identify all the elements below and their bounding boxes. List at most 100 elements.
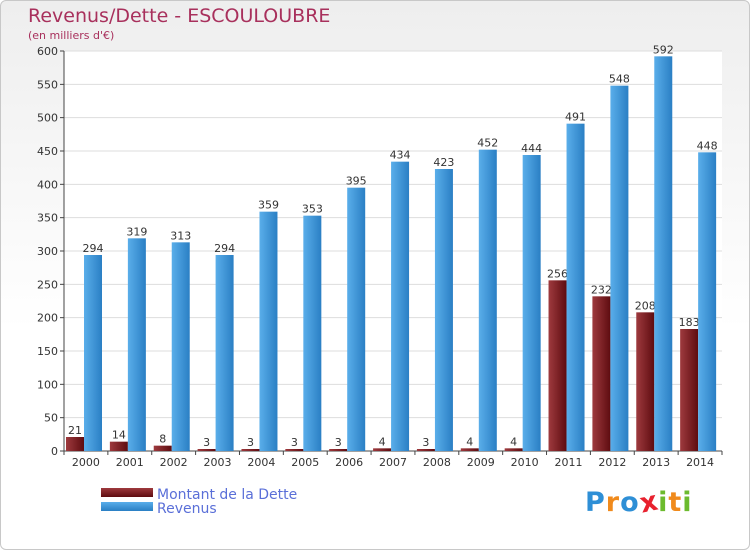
bar-revenus — [127, 238, 146, 451]
data-label-revenus: 294 — [83, 242, 104, 255]
y-tick-label: 250 — [37, 278, 58, 291]
bar-dette — [460, 448, 479, 451]
legend-label-revenus: Revenus — [157, 501, 217, 517]
y-tick-label: 500 — [37, 112, 58, 125]
x-tick-label: 2008 — [423, 456, 451, 469]
data-label-revenus: 395 — [346, 175, 367, 188]
y-tick-label: 0 — [51, 445, 58, 458]
x-tick-label: 2002 — [160, 456, 188, 469]
y-tick-label: 600 — [37, 45, 58, 58]
data-label-revenus: 294 — [214, 242, 235, 255]
bar-revenus — [478, 149, 497, 451]
legend-swatch-revenus — [101, 502, 153, 511]
data-label-revenus: 353 — [302, 203, 323, 216]
data-label-revenus: 434 — [390, 149, 411, 162]
data-label-revenus: 313 — [170, 229, 191, 242]
bar-dette — [504, 448, 523, 451]
data-label-dette: 21 — [68, 424, 82, 437]
logo-letter: P — [585, 487, 606, 518]
x-tick-label: 2001 — [116, 456, 144, 469]
bar-revenus — [171, 242, 190, 451]
x-tick-label: 2012 — [598, 456, 626, 469]
data-label-dette: 4 — [379, 435, 386, 448]
legend-swatch-dette — [101, 488, 153, 497]
x-tick-label: 2007 — [379, 456, 407, 469]
y-tick-label: 400 — [37, 178, 58, 191]
data-label-revenus: 423 — [433, 156, 454, 169]
data-label-dette: 8 — [159, 433, 166, 446]
y-tick-label: 300 — [37, 245, 58, 258]
bar-dette — [197, 449, 216, 451]
x-tick-label: 2011 — [554, 456, 582, 469]
bar-revenus — [698, 152, 717, 452]
chart-title: Revenus/Dette - ESCOULOUBRE — [28, 5, 331, 27]
y-tick-label: 100 — [37, 378, 58, 391]
bar-dette — [153, 445, 172, 451]
bar-revenus — [610, 85, 629, 452]
bar-dette — [66, 437, 84, 451]
bar-revenus — [303, 215, 322, 451]
bar-dette — [548, 280, 567, 451]
y-tick-label: 200 — [37, 312, 58, 325]
logo-letter: o — [620, 487, 640, 518]
data-label-dette: 232 — [591, 283, 612, 296]
bar-dette — [680, 329, 699, 451]
x-tick-label: 2013 — [642, 456, 670, 469]
data-label-dette: 14 — [112, 429, 126, 442]
bar-revenus — [566, 123, 585, 452]
data-label-revenus: 548 — [609, 73, 630, 86]
x-tick-label: 2004 — [247, 456, 275, 469]
y-tick-label: 550 — [37, 78, 58, 91]
logo-letter: t — [668, 487, 683, 518]
x-tick-label: 2014 — [686, 456, 714, 469]
bar-revenus — [522, 155, 541, 451]
data-label-revenus: 452 — [477, 137, 498, 150]
y-tick-label: 150 — [37, 345, 58, 358]
x-tick-label: 2003 — [204, 456, 232, 469]
bar-dette — [329, 449, 348, 451]
data-label-revenus: 592 — [653, 43, 674, 56]
x-tick-label: 2005 — [291, 456, 319, 469]
data-label-dette: 3 — [203, 436, 210, 449]
bar-revenus — [391, 161, 410, 451]
bar-dette — [241, 449, 260, 451]
data-label-dette: 3 — [247, 436, 254, 449]
logo-letter: r — [605, 487, 621, 518]
data-label-dette: 183 — [679, 316, 700, 329]
data-label-revenus: 319 — [126, 225, 147, 238]
x-tick-label: 2010 — [511, 456, 539, 469]
logo-letter: i — [682, 487, 693, 518]
bar-dette — [109, 441, 128, 451]
x-tick-label: 2000 — [72, 456, 100, 469]
data-label-dette: 3 — [291, 436, 298, 449]
data-label-dette: 208 — [635, 299, 656, 312]
chart-subtitle: (en milliers d'€) — [28, 29, 115, 42]
data-label-revenus: 448 — [697, 139, 718, 152]
bar-revenus — [259, 211, 278, 451]
data-label-revenus: 444 — [521, 142, 542, 155]
data-label-revenus: 359 — [258, 199, 279, 212]
legend-label-dette: Montant de la Dette — [157, 487, 298, 503]
bar-revenus — [654, 56, 673, 451]
y-tick-label: 350 — [37, 212, 58, 225]
x-tick-label: 2009 — [467, 456, 495, 469]
data-label-dette: 4 — [510, 435, 517, 448]
bar-dette — [636, 312, 655, 451]
data-label-dette: 256 — [547, 267, 568, 280]
bar-dette — [592, 296, 611, 451]
logo-letter: i — [658, 487, 669, 518]
data-label-dette: 3 — [422, 436, 429, 449]
y-tick-label: 450 — [37, 145, 58, 158]
y-tick-label: 50 — [44, 412, 58, 425]
bar-dette — [416, 449, 435, 451]
bar-revenus — [84, 255, 102, 451]
bar-revenus — [434, 169, 453, 451]
bar-revenus — [347, 187, 366, 451]
data-label-revenus: 491 — [565, 111, 586, 124]
bar-dette — [373, 448, 392, 451]
bar-dette — [285, 449, 304, 451]
x-tick-label: 2006 — [335, 456, 363, 469]
bar-revenus — [215, 255, 234, 451]
